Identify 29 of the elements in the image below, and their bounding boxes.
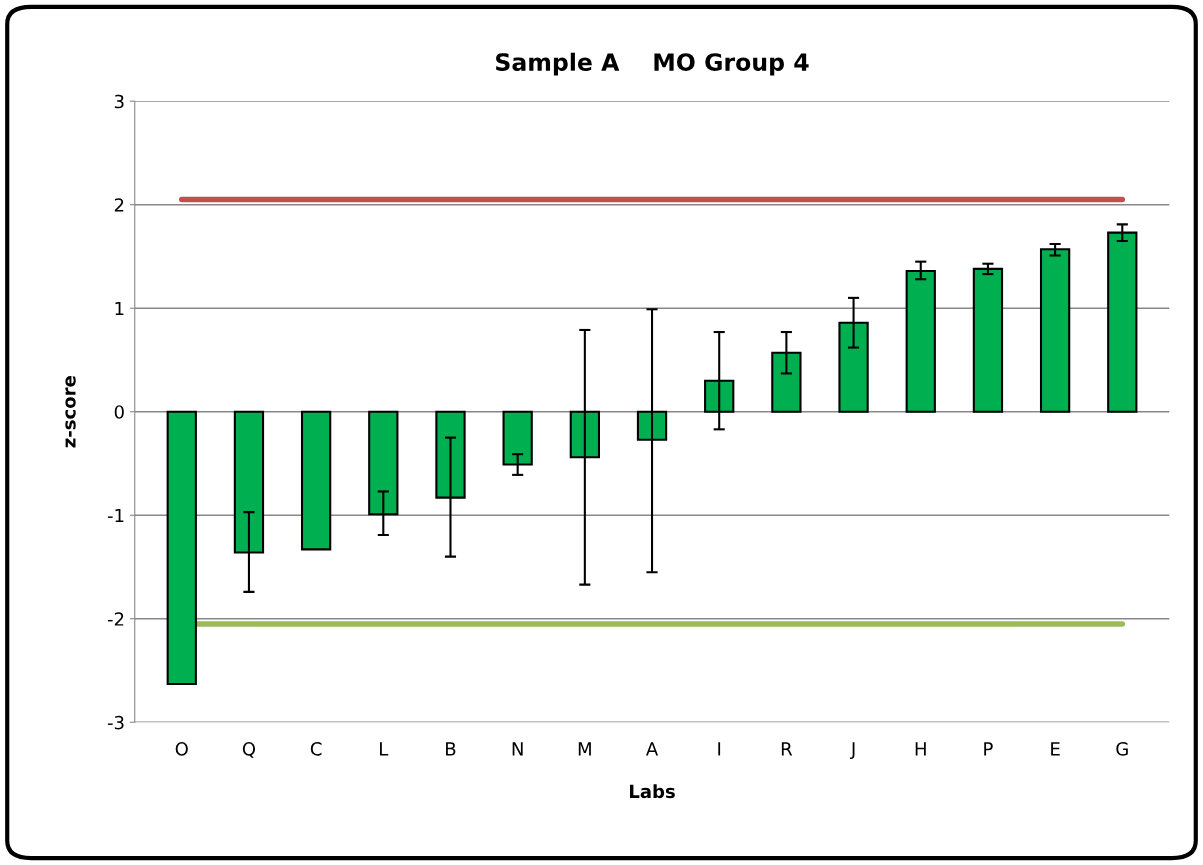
bar (300, 410, 332, 551)
x-tick-label: O (175, 742, 188, 756)
x-tick-label: P (984, 742, 993, 756)
bar (1039, 248, 1071, 413)
x-tick-label: E (1051, 742, 1060, 756)
x-tick-label: Q (242, 742, 256, 758)
x-tick-label: A (645, 742, 659, 756)
x-tick-label: R (781, 742, 793, 756)
y-tick-label: 1 (115, 301, 124, 316)
y-tick-label: 2 (114, 198, 124, 212)
y-tick-label: -3 (107, 715, 124, 730)
y-tick-label: -2 (107, 612, 124, 626)
x-axis-title: Labs (630, 784, 675, 799)
y-axis-title: z-score (65, 376, 76, 448)
bar (166, 410, 197, 686)
x-tick-label: L (380, 742, 389, 756)
x-tick-label: C (310, 742, 322, 756)
x-tick-label: H (915, 742, 926, 756)
x-tick-label: B (446, 742, 456, 756)
y-tick-label: -1 (107, 508, 124, 523)
bar (972, 267, 1004, 413)
y-tick-label: 0 (114, 405, 124, 419)
x-tick-label: I (718, 742, 721, 756)
x-tick-label: N (512, 742, 523, 756)
x-tick-label: J (849, 742, 855, 760)
chart-title: Sample A MO Group 4 (496, 52, 809, 76)
x-tick-label: G (1116, 742, 1128, 756)
y-tick-label: 3 (114, 94, 124, 109)
x-tick-label: M (578, 742, 591, 756)
